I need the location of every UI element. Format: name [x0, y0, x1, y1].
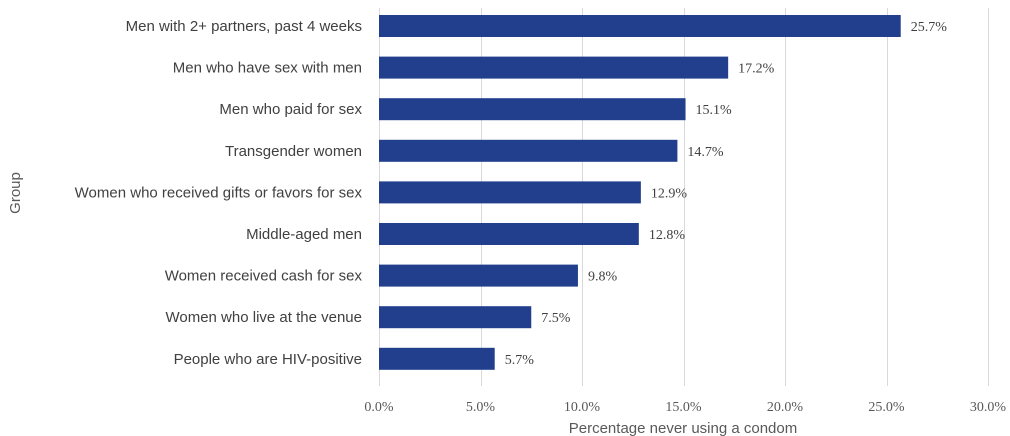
bar	[379, 181, 641, 204]
x-tick-label: 15.0%	[665, 400, 702, 415]
category-label: Men with 2+ partners, past 4 weeks	[126, 18, 362, 35]
category-label: Middle-aged men	[246, 226, 362, 243]
category-labels: Men with 2+ partners, past 4 weeks Men wh…	[75, 18, 363, 368]
y-axis-title: Group	[7, 172, 24, 214]
bar	[379, 347, 495, 370]
category-label: People who are HIV-positive	[174, 351, 362, 368]
x-tick-label: 20.0%	[767, 400, 804, 415]
bar	[379, 56, 729, 79]
bar	[379, 139, 678, 162]
x-tick-label: 10.0%	[564, 400, 601, 415]
category-label: Transgender women	[225, 143, 362, 160]
category-label: Men who have sex with men	[173, 60, 362, 77]
x-tick-label: 5.0%	[466, 400, 496, 415]
bars	[379, 15, 901, 370]
bar	[379, 264, 578, 287]
data-label: 15.1%	[696, 103, 733, 118]
data-label: 17.2%	[738, 62, 775, 77]
x-tick-label: 0.0%	[364, 400, 394, 415]
bar	[379, 223, 639, 245]
data-label: 9.8%	[588, 270, 618, 285]
x-axis-title: Percentage never using a condom	[569, 420, 797, 436]
data-label: 12.8%	[649, 228, 686, 243]
x-tick-label: 25.0%	[868, 400, 905, 415]
data-labels: 25.7% 17.2% 15.1% 14.7% 12.9% 12.8% 9.8% 7.5% 5.…	[505, 20, 948, 368]
data-label: 14.7%	[687, 145, 724, 160]
category-label: Women who received gifts or favors for s…	[75, 184, 363, 201]
bar	[379, 15, 901, 37]
x-tick-label: 30.0%	[970, 400, 1007, 415]
bar	[379, 98, 686, 121]
category-label: Women received cash for sex	[165, 268, 363, 285]
x-tick-labels: 0.0% 5.0% 10.0% 15.0% 20.0% 25.0% 30.0%	[364, 400, 1006, 415]
data-label: 5.7%	[505, 353, 534, 368]
category-label: Women who live at the venue	[165, 309, 362, 326]
data-label: 25.7%	[911, 20, 948, 35]
category-label: Men who paid for sex	[219, 101, 362, 118]
data-label: 12.9%	[651, 186, 688, 201]
data-label: 7.5%	[541, 311, 571, 326]
bar	[379, 306, 532, 329]
